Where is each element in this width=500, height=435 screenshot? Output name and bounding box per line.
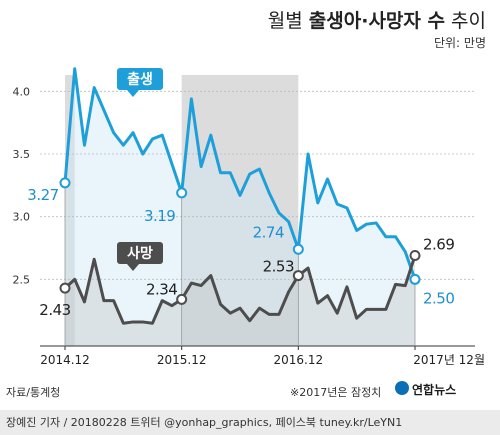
- source-label: 자료/통계청: [6, 386, 61, 399]
- x-tick-label: 2015.12: [157, 353, 207, 367]
- birth-value-label: 2.74: [253, 223, 284, 241]
- chart-title: 월별 출생아·사망자 수 추이: [268, 6, 486, 33]
- birth-value-label: 3.19: [144, 207, 175, 225]
- birth-point-marker: [292, 243, 304, 255]
- death-value-label: 2.43: [39, 301, 70, 319]
- birth-legend-badge: [117, 68, 163, 90]
- death-value-label: 2.53: [263, 258, 294, 276]
- credit-line: 장예진 기자 / 20180228 트위터 @yonhap_graphics, …: [6, 416, 403, 429]
- y-tick-label: 3.5: [13, 148, 31, 161]
- yonhap-logo-icon: [395, 381, 409, 395]
- death-value-label: 2.34: [146, 280, 177, 298]
- death-line: [63, 255, 417, 325]
- birth-point-marker: [176, 187, 188, 199]
- birth-legend-pointer: [127, 90, 139, 97]
- death-legend-pointer: [127, 264, 139, 271]
- death-legend-badge: [117, 242, 163, 264]
- footer-bar: [0, 410, 500, 435]
- death-point-marker: [176, 293, 188, 305]
- birth-legend-label: 출생: [127, 71, 153, 88]
- title-bold: 출생아·사망자 수: [308, 10, 445, 32]
- birth-value-label: 2.50: [423, 289, 454, 307]
- death-point-marker: [409, 250, 421, 262]
- brand-label: 연합뉴스: [412, 383, 457, 397]
- birth-value-label: 3.27: [27, 186, 58, 204]
- x-tick-label: 2014.12: [40, 353, 90, 367]
- shaded-span: [65, 75, 75, 346]
- birth-point-marker: [409, 273, 421, 285]
- y-tick-label: 4.0: [13, 85, 31, 98]
- y-tick-label: 3.0: [13, 211, 31, 224]
- y-tick-label: 2.5: [13, 273, 31, 286]
- death-point-marker: [59, 282, 71, 294]
- unit-label: 단위: 만명: [433, 36, 486, 50]
- provisional-note: ※2017년은 잠정치: [290, 386, 382, 399]
- death-legend-label: 사망: [127, 245, 153, 262]
- birth-point-marker: [59, 177, 71, 189]
- birth-line: [63, 67, 417, 280]
- death-value-label: 2.69: [423, 236, 454, 254]
- title-prefix: 월별: [267, 10, 309, 32]
- x-tick-label: 2016.12: [274, 353, 324, 367]
- x-tick-label: 2017년 12월: [413, 353, 485, 367]
- birth-area: [65, 68, 415, 347]
- title-suffix: 추이: [445, 10, 486, 32]
- death-point-marker: [292, 270, 304, 282]
